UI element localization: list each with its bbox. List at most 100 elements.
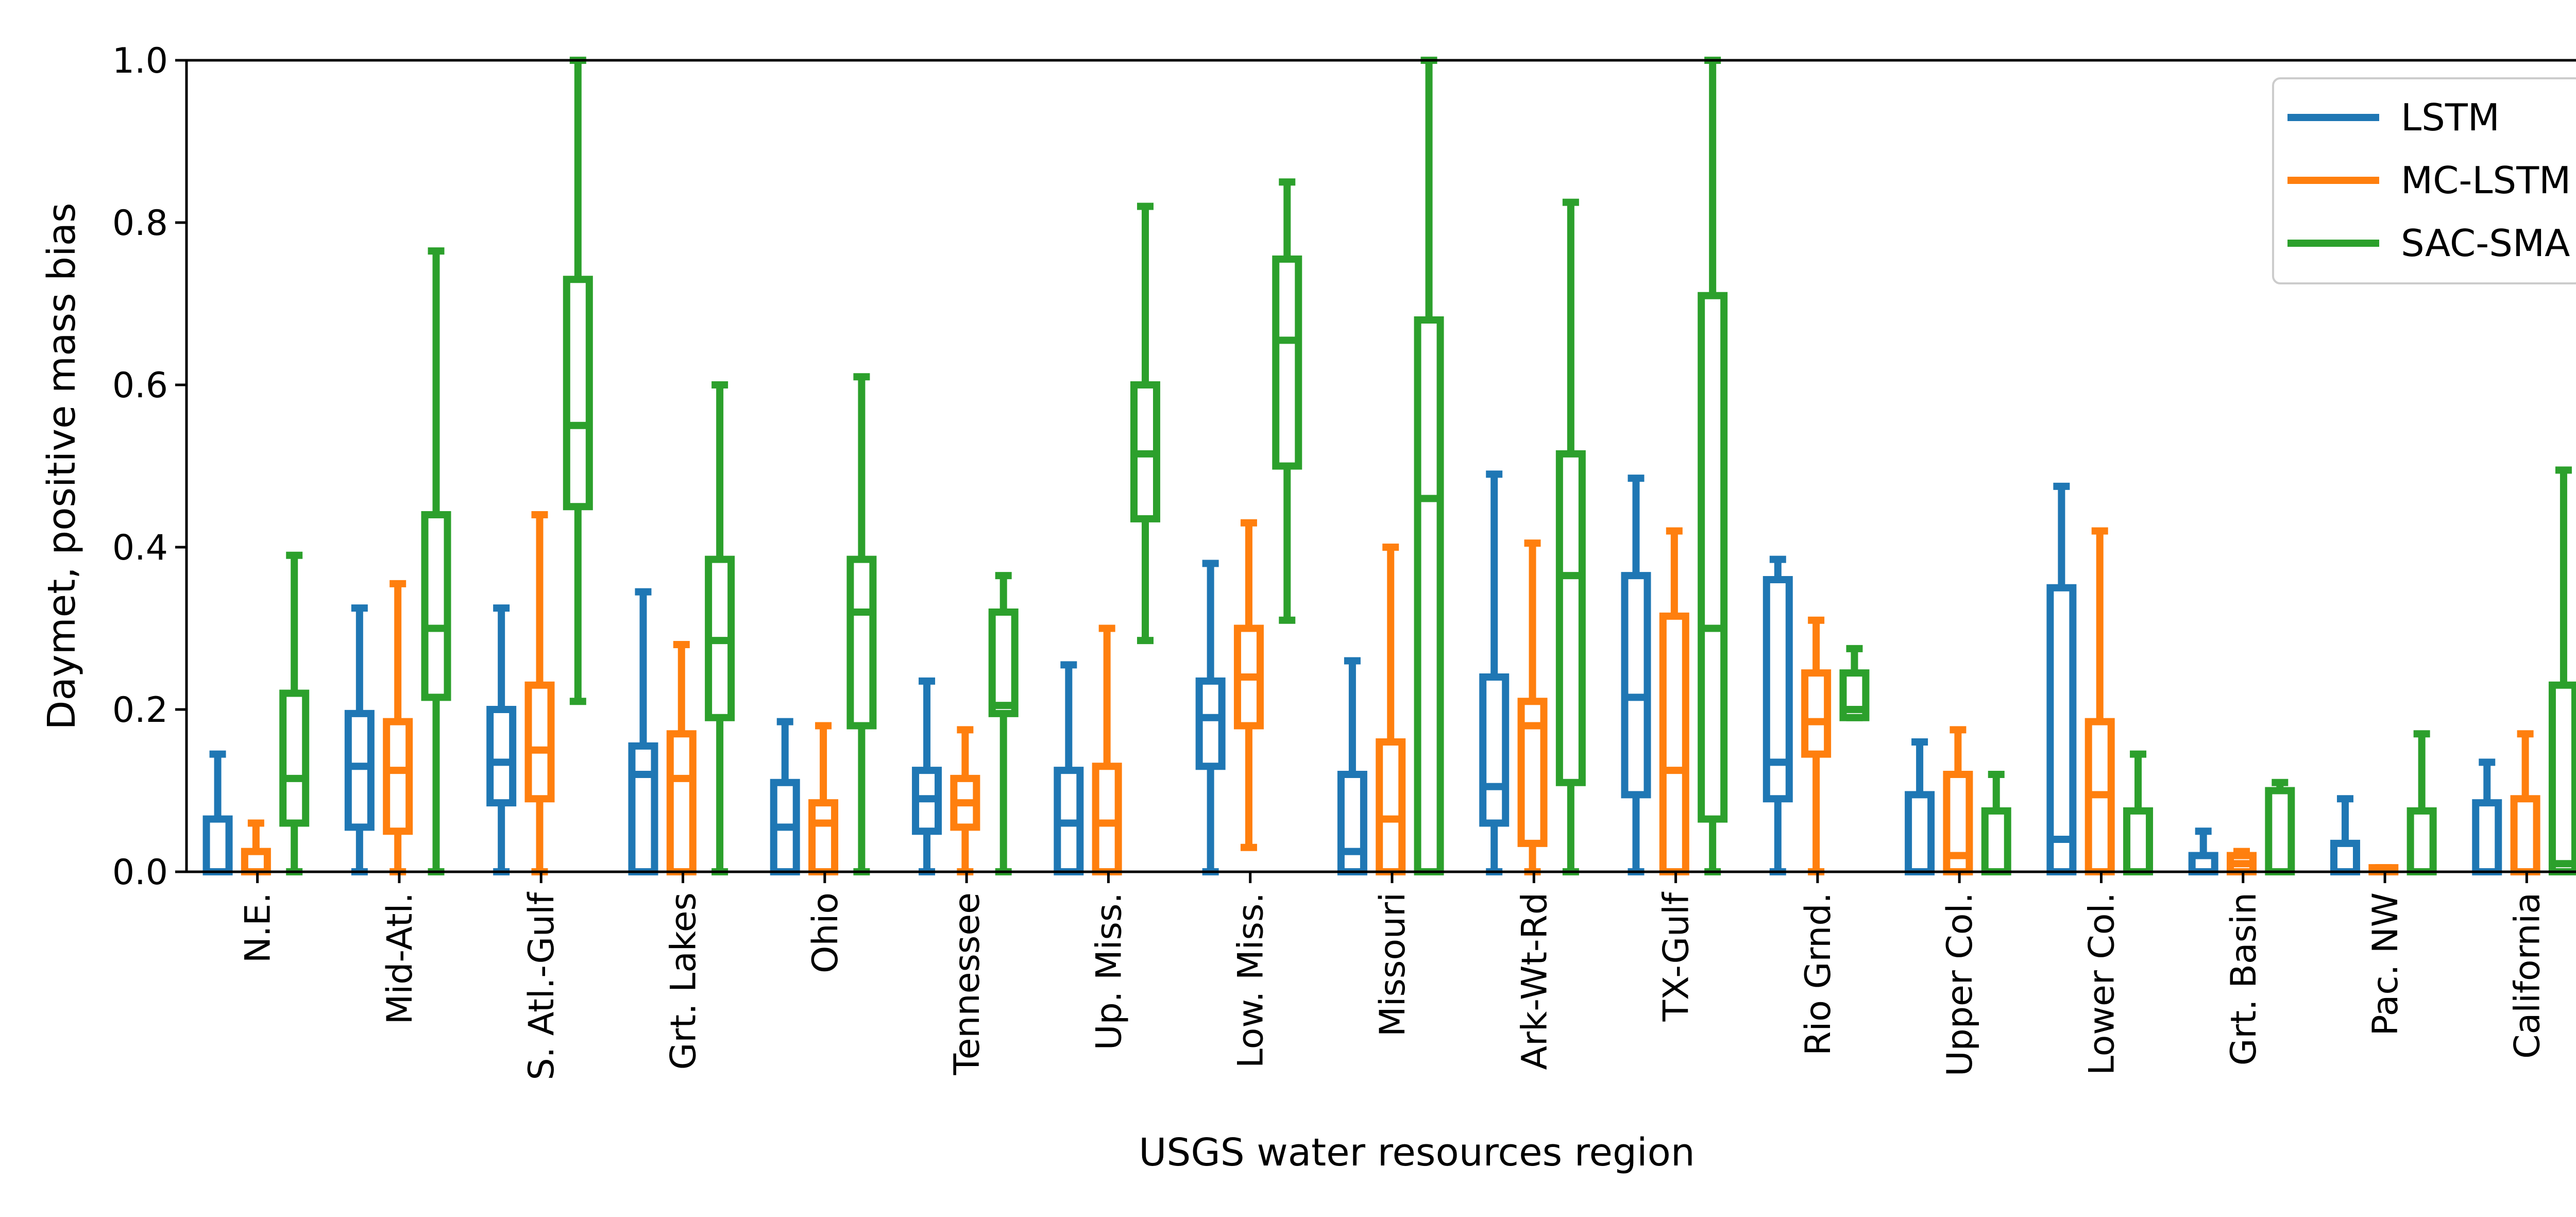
iqr-box — [2330, 839, 2360, 875]
iqr-box — [383, 718, 413, 835]
iqr-box — [344, 709, 375, 831]
iqr-box — [1337, 771, 1367, 875]
box-sac-sma-10 — [1555, 198, 1586, 875]
iqr-box — [1762, 576, 1793, 803]
box-mc-lstm-17 — [2510, 730, 2540, 875]
iqr-box — [486, 706, 517, 807]
y-tick-label: 1.0 — [112, 41, 168, 81]
iqr-box — [2406, 807, 2437, 875]
legend-label-sac-sma: SAC-SMA — [2401, 222, 2570, 265]
x-tick-label: N.E. — [238, 892, 279, 963]
box-sac-sma-16 — [2406, 730, 2437, 875]
y-tick-label: 0.6 — [112, 365, 168, 406]
x-tick-label: Mid-Atl. — [380, 892, 420, 1024]
box-mc-lstm-1 — [241, 819, 271, 875]
iqr-box — [2046, 584, 2077, 875]
y-tick-label: 0.0 — [112, 852, 168, 893]
x-axis-title: USGS water resources region — [1139, 1130, 1695, 1175]
iqr-box — [1555, 450, 1586, 786]
iqr-box — [563, 276, 593, 511]
iqr-box — [279, 689, 310, 827]
iqr-box — [1801, 669, 1832, 758]
box-lstm-9 — [1337, 657, 1367, 875]
box-lstm-17 — [2472, 758, 2502, 875]
box-mc-lstm-14 — [2084, 527, 2115, 875]
box-mc-lstm-10 — [1517, 539, 1548, 875]
iqr-box — [2123, 807, 2154, 875]
iqr-box — [846, 555, 877, 730]
x-tick-label: Up. Miss. — [1089, 892, 1129, 1050]
box-lstm-1 — [202, 750, 233, 875]
x-tick-label: Upper Col. — [1940, 892, 1980, 1076]
box-lstm-14 — [2046, 482, 2077, 875]
box-sac-sma-9 — [1414, 57, 1444, 875]
legend-frame — [2272, 77, 2576, 284]
x-tick-label: Lower Col. — [2081, 892, 2122, 1075]
iqr-box — [1272, 255, 1302, 470]
box-mc-lstm-9 — [1376, 544, 1406, 875]
x-tick-label: Ark-Wt-Rd — [1514, 892, 1555, 1070]
iqr-box — [2510, 795, 2540, 875]
x-tick-label: Low. Miss. — [1231, 892, 1272, 1068]
iqr-box — [808, 799, 839, 875]
x-tick-label: Tennessee — [947, 892, 988, 1075]
box-lstm-4 — [628, 588, 658, 875]
box-sac-sma-3 — [563, 57, 593, 705]
box-sac-sma-14 — [2123, 750, 2154, 875]
box-sac-sma-8 — [1272, 178, 1302, 624]
box-mc-lstm-7 — [1092, 624, 1122, 875]
box-mc-lstm-4 — [666, 641, 697, 875]
iqr-box — [1092, 763, 1122, 875]
iqr-box — [1376, 738, 1406, 875]
box-lstm-12 — [1762, 555, 1793, 875]
box-mc-lstm-13 — [1943, 726, 1973, 875]
legend: LSTM MC-LSTM SAC-SMA — [2272, 77, 2576, 284]
box-mc-lstm-5 — [808, 722, 839, 875]
plot-marks — [202, 57, 2576, 875]
box-mc-lstm-6 — [950, 726, 980, 875]
x-tick-label: Grt. Basin — [2224, 892, 2264, 1066]
iqr-box — [666, 730, 697, 875]
box-sac-sma-1 — [279, 551, 310, 875]
iqr-box — [1981, 807, 2011, 875]
box-mc-lstm-3 — [524, 511, 555, 875]
box-sac-sma-11 — [1698, 57, 1728, 875]
y-axis: 0.0 0.2 0.4 0.6 0.8 1.0 — [112, 41, 187, 893]
iqr-box — [1414, 316, 1444, 875]
box-lstm-11 — [1621, 475, 1651, 875]
x-tick-label: Missouri — [1372, 892, 1413, 1037]
iqr-box — [1195, 677, 1226, 770]
iqr-box — [1905, 791, 1935, 875]
y-tick-label: 0.2 — [112, 690, 168, 731]
x-tick-label: TX-Gulf — [1656, 891, 1697, 1022]
box-sac-sma-2 — [421, 247, 451, 875]
iqr-box — [1517, 698, 1548, 847]
box-lstm-7 — [1054, 661, 1084, 875]
iqr-box — [1621, 572, 1651, 799]
box-lstm-15 — [2188, 827, 2218, 875]
box-sac-sma-12 — [1839, 645, 1870, 721]
iqr-box — [2472, 799, 2502, 875]
iqr-box — [1479, 673, 1510, 827]
x-tick-label: Rio Grnd. — [1798, 892, 1839, 1056]
box-lstm-5 — [770, 718, 800, 875]
box-lstm-3 — [486, 604, 517, 875]
legend-label-lstm: LSTM — [2401, 96, 2500, 139]
box-mc-lstm-2 — [383, 580, 413, 875]
x-tick-label: California — [2507, 892, 2548, 1059]
iqr-box — [628, 742, 658, 875]
box-mc-lstm-15 — [2227, 848, 2257, 875]
y-tick-label: 0.8 — [112, 203, 168, 244]
box-mc-lstm-8 — [1233, 519, 1264, 851]
iqr-box — [421, 511, 451, 701]
iqr-box — [1659, 612, 1689, 875]
box-lstm-6 — [912, 677, 942, 875]
iqr-box — [2265, 787, 2295, 875]
box-mc-lstm-11 — [1659, 527, 1689, 875]
box-lstm-13 — [1905, 738, 1935, 875]
x-tick-label: Pac. NW — [2365, 892, 2406, 1036]
iqr-box — [1839, 669, 1870, 721]
x-tick-label: Ohio — [805, 892, 846, 973]
legend-label-mc-lstm: MC-LSTM — [2401, 159, 2571, 202]
